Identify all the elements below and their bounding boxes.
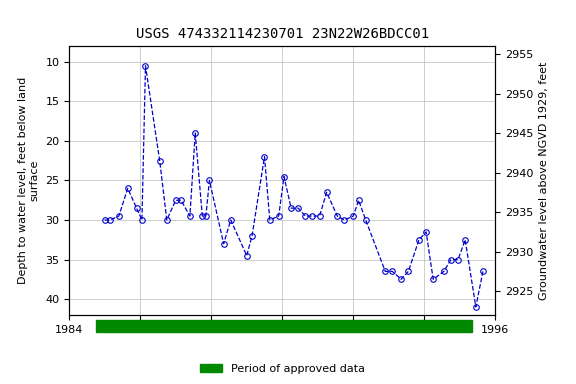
Y-axis label: Groundwater level above NGVD 1929, feet: Groundwater level above NGVD 1929, feet — [539, 61, 549, 300]
Title: USGS 474332114230701 23N22W26BDCC01: USGS 474332114230701 23N22W26BDCC01 — [136, 27, 429, 41]
Legend: Period of approved data: Period of approved data — [195, 359, 369, 379]
Y-axis label: Depth to water level, feet below land
surface: Depth to water level, feet below land su… — [18, 77, 40, 284]
Bar — [96, 320, 472, 332]
